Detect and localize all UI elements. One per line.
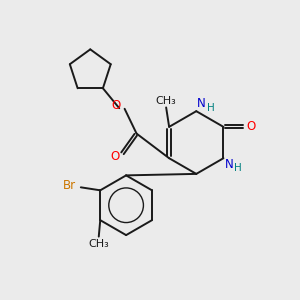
Text: O: O bbox=[112, 99, 121, 112]
Text: H: H bbox=[207, 103, 215, 112]
Text: CH₃: CH₃ bbox=[156, 96, 176, 106]
Text: Br: Br bbox=[63, 179, 76, 192]
Text: N: N bbox=[197, 97, 206, 110]
Text: CH₃: CH₃ bbox=[88, 239, 109, 249]
Text: O: O bbox=[246, 120, 256, 134]
Text: N: N bbox=[224, 158, 233, 171]
Text: O: O bbox=[110, 150, 120, 164]
Text: H: H bbox=[235, 163, 242, 173]
